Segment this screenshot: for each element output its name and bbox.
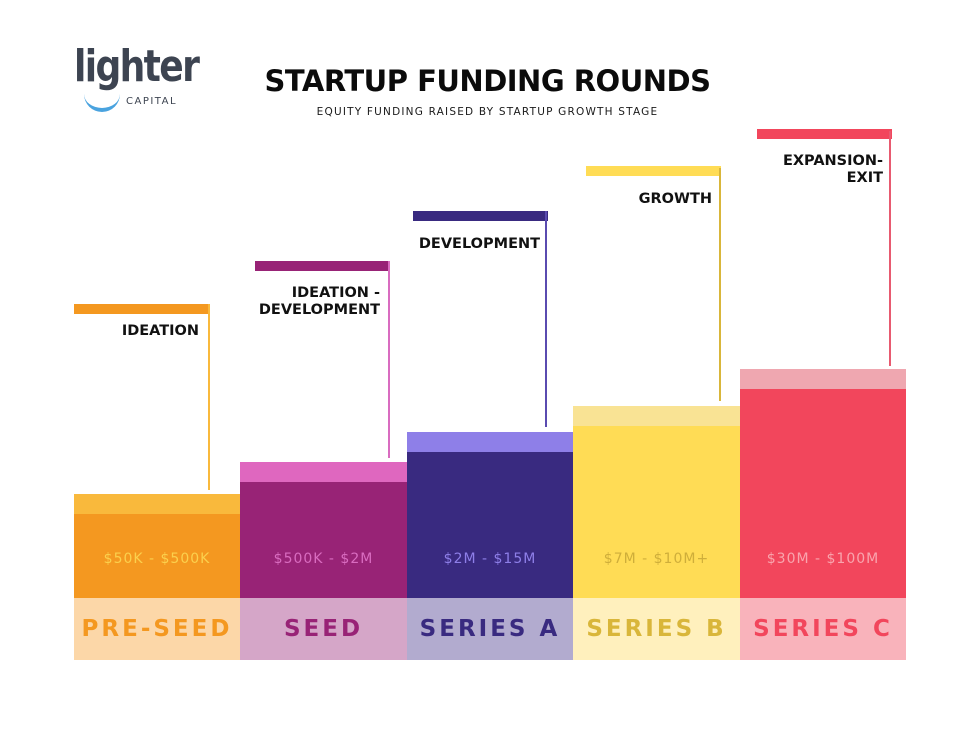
chart-subtitle: EQUITY FUNDING RAISED BY STARTUP GROWTH … bbox=[316, 106, 659, 118]
stage-label-development: DEVELOPMENT bbox=[418, 236, 540, 252]
stage-line-development bbox=[545, 211, 547, 427]
bar-series-c bbox=[740, 389, 906, 598]
stage-line-ideation-development bbox=[388, 261, 390, 458]
stage-line-growth bbox=[719, 168, 721, 401]
stage-label-line1: IDEATION - bbox=[291, 285, 380, 301]
logo-subtext: CAPITAL bbox=[126, 96, 178, 107]
label-pre-seed: PRE-SEED bbox=[74, 598, 240, 660]
bar-series-a bbox=[407, 452, 573, 598]
logo-wordmark: lighter bbox=[74, 41, 200, 92]
bar-cap-series-c bbox=[740, 369, 906, 389]
stage-bar-development bbox=[413, 211, 548, 221]
stage-line-ideation bbox=[208, 304, 210, 490]
stage-bar-growth bbox=[586, 166, 721, 176]
stage-bar-ideation-development bbox=[255, 261, 390, 271]
bar-seed bbox=[240, 482, 407, 598]
stage-label-growth: GROWTH bbox=[638, 191, 712, 207]
chart-title: STARTUP FUNDING ROUNDS bbox=[264, 64, 712, 98]
logo-smile-icon bbox=[84, 90, 120, 112]
stage-label-line2: DEVELOPMENT bbox=[258, 302, 380, 318]
bar-cap-series-b bbox=[573, 406, 740, 426]
range-series-a: $2M - $15M bbox=[443, 551, 537, 567]
range-series-b: $7M - $10M+ bbox=[603, 551, 710, 567]
stage-label-ideation-development: IDEATION - DEVELOPMENT bbox=[230, 285, 380, 319]
range-seed: $500K - $2M bbox=[273, 551, 374, 567]
stage-label-ideation: IDEATION bbox=[121, 323, 199, 339]
lighter-capital-logo: lighter CAPITAL bbox=[74, 42, 200, 120]
stage-label-line2: EXIT bbox=[846, 170, 883, 186]
stage-line-expansion-exit bbox=[889, 131, 891, 366]
stage-bar-ideation bbox=[74, 304, 210, 314]
label-series-b: SERIES B bbox=[573, 598, 740, 660]
stage-bar-expansion-exit bbox=[757, 129, 892, 139]
stage-label-line1: EXPANSION- bbox=[782, 153, 883, 169]
bar-pre-seed bbox=[74, 514, 240, 598]
bar-cap-series-a bbox=[407, 432, 573, 452]
range-pre-seed: $50K - $500K bbox=[103, 551, 211, 567]
label-seed: SEED bbox=[240, 598, 407, 660]
label-series-a: SERIES A bbox=[407, 598, 573, 660]
label-series-c: SERIES C bbox=[740, 598, 906, 660]
range-series-c: $30M - $100M bbox=[766, 551, 880, 567]
bar-cap-seed bbox=[240, 462, 407, 482]
bar-series-b bbox=[573, 426, 740, 598]
bar-cap-pre-seed bbox=[74, 494, 240, 514]
stage-label-expansion-exit: EXPANSION- EXIT bbox=[760, 153, 883, 187]
